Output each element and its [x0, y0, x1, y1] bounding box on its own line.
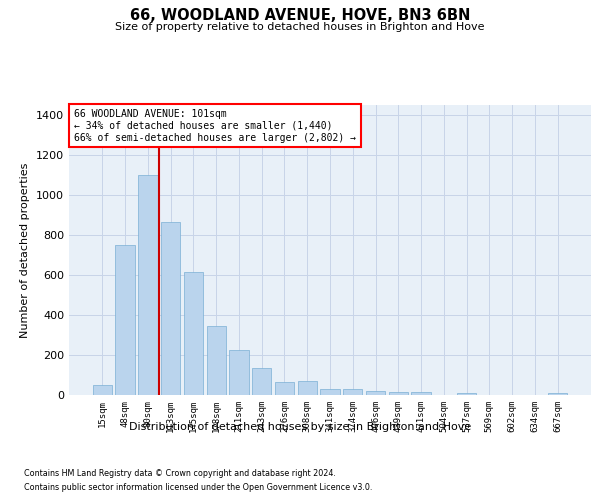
Bar — [252, 368, 271, 395]
Text: Contains HM Land Registry data © Crown copyright and database right 2024.: Contains HM Land Registry data © Crown c… — [24, 468, 336, 477]
Bar — [389, 392, 408, 395]
Text: Distribution of detached houses by size in Brighton and Hove: Distribution of detached houses by size … — [129, 422, 471, 432]
Text: Contains public sector information licensed under the Open Government Licence v3: Contains public sector information licen… — [24, 484, 373, 492]
Bar — [412, 392, 431, 395]
Bar — [366, 390, 385, 395]
Text: 66, WOODLAND AVENUE, HOVE, BN3 6BN: 66, WOODLAND AVENUE, HOVE, BN3 6BN — [130, 8, 470, 22]
Bar — [206, 326, 226, 395]
Bar — [343, 389, 362, 395]
Y-axis label: Number of detached properties: Number of detached properties — [20, 162, 31, 338]
Bar — [184, 272, 203, 395]
Text: 66 WOODLAND AVENUE: 101sqm
← 34% of detached houses are smaller (1,440)
66% of s: 66 WOODLAND AVENUE: 101sqm ← 34% of deta… — [74, 110, 356, 142]
Bar — [115, 245, 135, 395]
Bar — [320, 389, 340, 395]
Bar — [93, 385, 112, 395]
Text: Size of property relative to detached houses in Brighton and Hove: Size of property relative to detached ho… — [115, 22, 485, 32]
Bar — [275, 382, 294, 395]
Bar — [138, 175, 158, 395]
Bar — [548, 392, 567, 395]
Bar — [298, 381, 317, 395]
Bar — [457, 392, 476, 395]
Bar — [229, 350, 248, 395]
Bar — [161, 222, 181, 395]
